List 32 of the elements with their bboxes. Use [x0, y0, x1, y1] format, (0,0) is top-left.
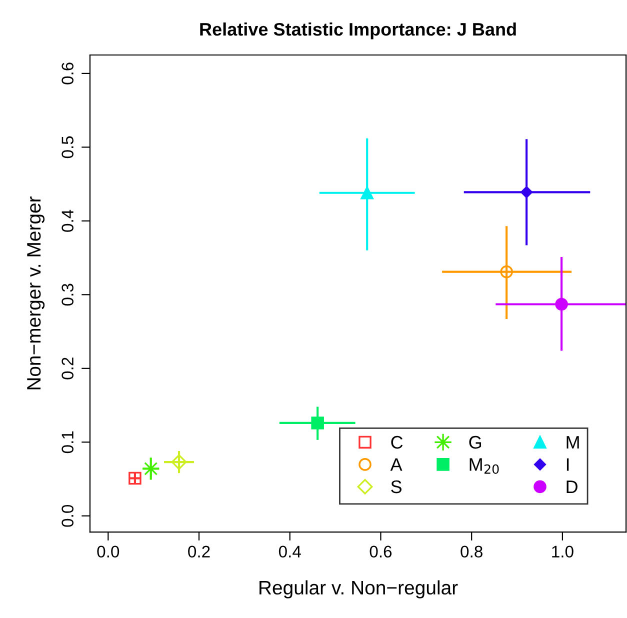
y-tick-label: 0.0: [62, 504, 74, 527]
point: [142, 460, 160, 478]
legend-label: G: [469, 436, 482, 449]
x-tick-label: 1.0: [552, 546, 574, 558]
legend-label: M: [566, 436, 579, 449]
point: [520, 186, 533, 198]
x-tick-label: 0.4: [278, 546, 301, 558]
point: [555, 298, 568, 311]
point: [171, 454, 187, 470]
x-tick-label: 0.6: [370, 546, 392, 558]
y-tick-label: 0.4: [62, 210, 74, 232]
chart-title: Relative Statistic Importance: J Band: [200, 22, 516, 40]
legend-label: D: [566, 480, 578, 494]
point: [311, 416, 324, 430]
x-tick-label: 0.8: [460, 546, 482, 558]
legend-label: C: [391, 436, 403, 449]
legend-label: A: [390, 458, 402, 471]
x-axis-title: Regular v. Non−regular: [260, 580, 458, 598]
legend-label: I: [566, 458, 569, 471]
y-tick-label: 0.5: [62, 136, 74, 158]
y-axis-title: Non−merger v. Merger: [27, 196, 45, 390]
legend-label: S: [391, 480, 402, 494]
point: [360, 186, 374, 200]
y-tick-label: 0.2: [62, 358, 74, 380]
point: [500, 265, 513, 278]
point: [128, 472, 142, 485]
y-tick-label: 0.3: [62, 284, 74, 306]
x-tick-label: 0.0: [97, 546, 120, 558]
x-tick-label: 0.2: [188, 546, 210, 558]
legend-label: M$_{20}$: [470, 458, 499, 474]
y-tick-label: 0.1: [62, 431, 74, 454]
y-tick-label: 0.6: [62, 62, 74, 84]
